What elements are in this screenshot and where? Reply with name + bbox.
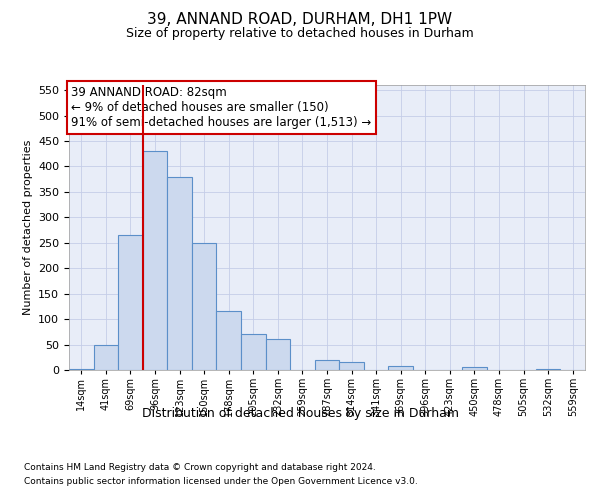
Text: Contains HM Land Registry data © Crown copyright and database right 2024.: Contains HM Land Registry data © Crown c…	[24, 464, 376, 472]
Bar	[536, 369, 560, 370]
Bar	[69, 369, 94, 370]
Bar	[462, 367, 487, 370]
Bar	[315, 360, 339, 370]
Text: Distribution of detached houses by size in Durham: Distribution of detached houses by size …	[142, 408, 458, 420]
Text: 39, ANNAND ROAD, DURHAM, DH1 1PW: 39, ANNAND ROAD, DURHAM, DH1 1PW	[148, 12, 452, 28]
Bar	[339, 362, 364, 370]
Bar	[94, 344, 118, 370]
Y-axis label: Number of detached properties: Number of detached properties	[23, 140, 32, 315]
Bar	[388, 366, 413, 370]
Bar	[192, 243, 217, 370]
Bar	[118, 235, 143, 370]
Text: Contains public sector information licensed under the Open Government Licence v3: Contains public sector information licen…	[24, 477, 418, 486]
Bar	[217, 312, 241, 370]
Bar	[167, 176, 192, 370]
Bar	[241, 334, 266, 370]
Text: 39 ANNAND ROAD: 82sqm
← 9% of detached houses are smaller (150)
91% of semi-deta: 39 ANNAND ROAD: 82sqm ← 9% of detached h…	[71, 86, 372, 129]
Text: Size of property relative to detached houses in Durham: Size of property relative to detached ho…	[126, 28, 474, 40]
Bar	[143, 151, 167, 370]
Bar	[266, 340, 290, 370]
